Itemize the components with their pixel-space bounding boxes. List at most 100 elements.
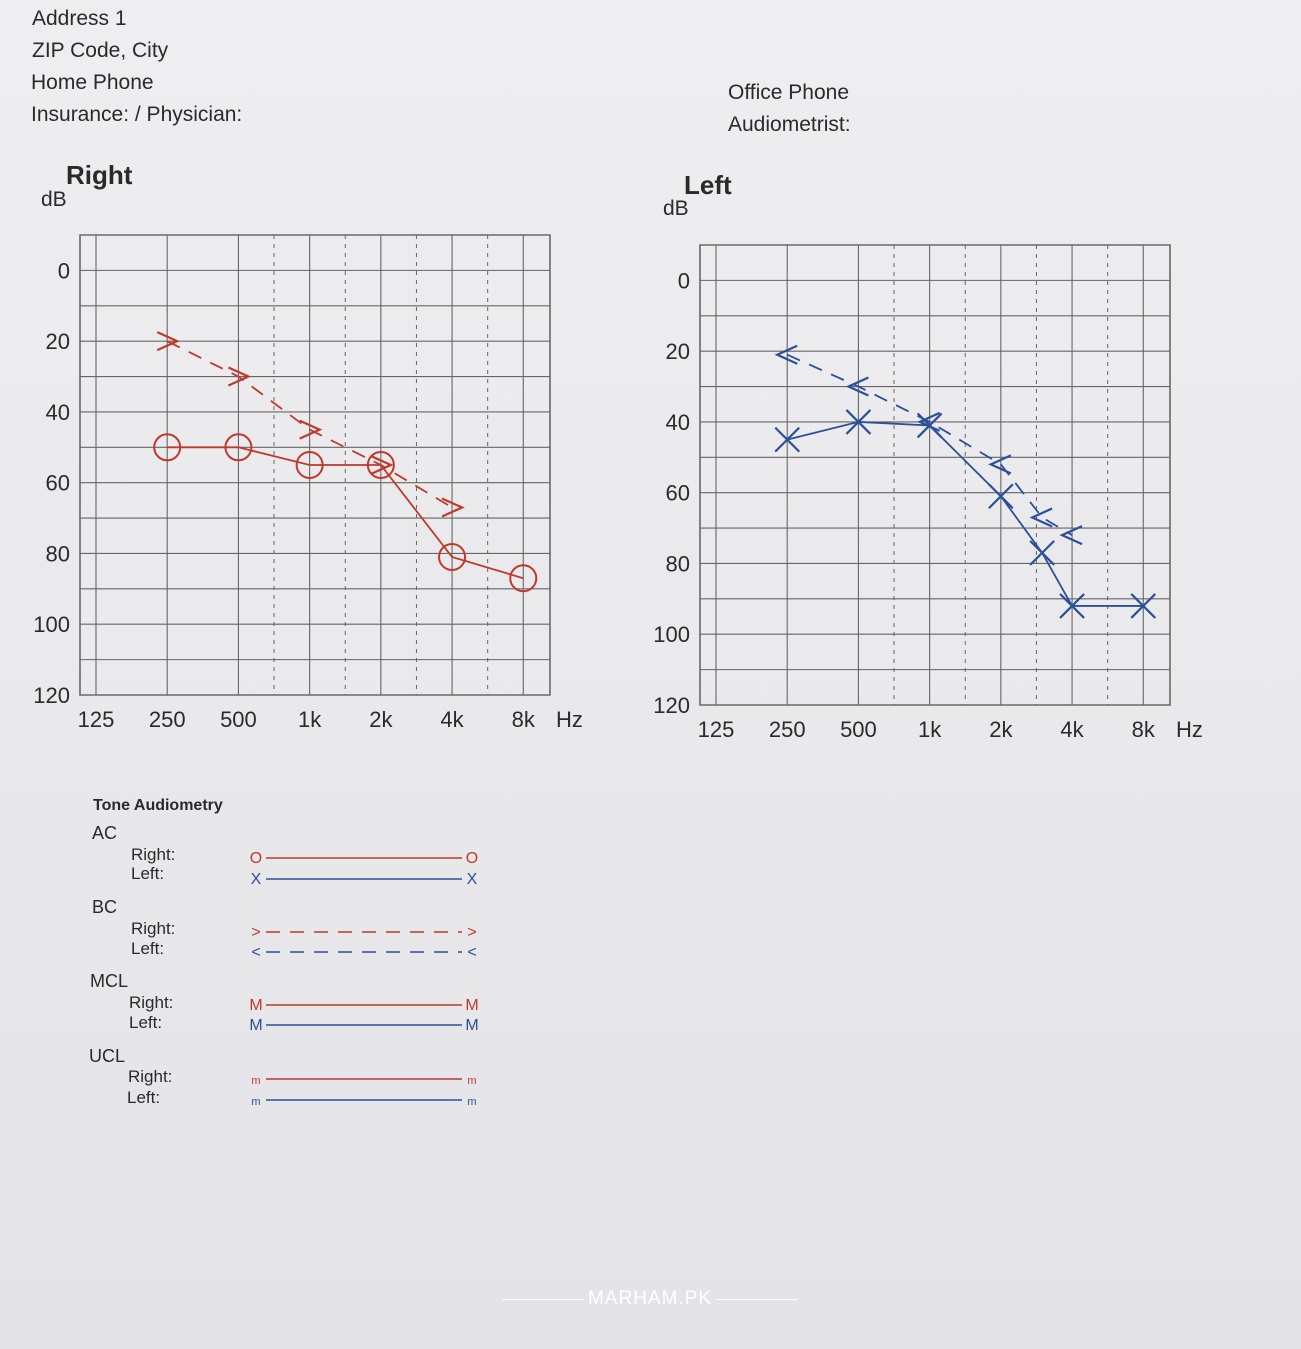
left-bone-conduction-point-3k [1029,507,1053,528]
right-ytick-label: 60 [46,471,70,496]
legend-ucl-left-end-symbol: m [467,1096,476,1108]
left-series-bone-conduction-line [786,353,1073,536]
watermark-rule-left [502,1298,584,1300]
right-bone-conduction-point-500 [227,366,252,387]
audiometrist-label: Audiometrist: [728,113,851,136]
right-xtick-label: 500 [220,707,257,732]
left-ytick-label: 40 [666,410,690,435]
right-bone-conduction-point-4k [441,497,465,518]
left-bone-conduction-point-4k [1059,525,1083,546]
watermark: MARHAM.PK [502,1287,799,1311]
legend-ucl-left-label: Left: [127,1088,161,1107]
right-bone-conduction-point-1k [299,419,323,440]
left-ytick-label: 80 [666,551,690,576]
left-xtick-label: 250 [769,717,806,742]
legend-ac-left-end-symbol: X [467,871,478,888]
legend-ucl-right-end-symbol: m [467,1075,476,1087]
legend-mcl-label: MCL [90,971,129,991]
legend-ac-right-start-symbol: O [250,850,262,867]
left-ytick-label: 20 [666,339,690,364]
right-ytick-label: 120 [33,683,70,708]
left-air-conduction-point-4k [1059,593,1085,619]
legend-ucl-right-label: Right: [128,1067,173,1086]
left-ytick-label: 120 [653,693,690,718]
legend-ac-right-label: Right: [131,845,176,864]
left-xtick-label: 4k [1060,717,1084,742]
left-xtick-label: 8k [1132,717,1156,742]
legend-ac-label: AC [92,823,118,843]
right-ytick-label: 80 [46,541,70,566]
legend-mcl-right-label: Right: [129,993,174,1012]
watermark-rule-right [716,1298,799,1300]
right-chart-title: Right [66,160,133,190]
left-bone-conduction-point-250 [774,344,798,365]
left-air-conduction-point-250 [774,426,800,453]
left-xtick-label: 125 [698,717,735,742]
left-ear-audiogram: 0 20 40 60 80 100 120 125 250 500 1k 2k 4k 8k Hz [653,244,1203,742]
legend-mcl-right-end-symbol: M [465,997,478,1014]
right-xtick-label: 8k [512,707,536,732]
right-ytick-label: 40 [46,400,70,425]
right-ear-audiogram: 0 20 40 60 80 100 120 125 250 500 1k 2k 4k 8k Hz [33,234,583,732]
left-air-conduction-point-3k [1029,540,1055,566]
legend-ac-left-start-symbol: X [251,871,262,888]
right-ytick-label: 100 [33,612,70,637]
right-xtick-label: 250 [149,707,186,732]
legend-ac-right-end-symbol: O [466,850,478,867]
right-air-conduction-point-2k [366,451,395,479]
right-air-conduction-point-1k [295,451,324,479]
left-xtick-label: 1k [918,717,942,742]
left-ytick-label: 100 [653,622,690,647]
left-ytick-label: 0 [678,268,690,293]
right-xlabel: Hz [556,707,583,732]
legend-bc-right-label: Right: [131,919,176,938]
right-ytick-label: 0 [58,258,70,283]
insurance-physician-label: Insurance: / Physician: [31,103,243,126]
left-air-conduction-point-2k [988,483,1014,510]
left-ytick-label: 60 [666,481,690,506]
legend-ac-left-label: Left: [131,864,165,883]
left-xtick-label: 500 [840,717,877,742]
legend-bc-right-start-symbol: > [251,924,260,941]
right-air-conduction-point-500 [224,433,253,462]
legend-bc-left-start-symbol: < [251,944,260,961]
left-air-conduction-point-8k [1130,593,1157,619]
legend-bc-left-label: Left: [131,939,165,958]
right-air-conduction-point-4k [438,543,467,571]
legend-bc-right-end-symbol: > [467,924,476,941]
left-xtick-label: 2k [989,717,1013,742]
right-air-conduction-point-8k [509,564,538,593]
left-bone-conduction-point-500 [845,376,869,397]
left-chart-title: Left [684,170,732,200]
left-bone-conduction-point-2k [988,454,1012,475]
address-label: Address 1 [32,7,127,30]
right-series-bone-conduction-line [166,340,453,509]
watermark-text: MARHAM.PK [587,1288,713,1309]
zip-city-label: ZIP Code, City [32,39,169,62]
legend-mcl-left-end-symbol: M [465,1017,478,1034]
legend-title: Tone Audiometry [93,797,223,814]
right-ytick-label: 20 [46,329,70,354]
legend-mcl-left-label: Left: [129,1013,163,1032]
office-phone-label: Office Phone [728,81,850,104]
legend-ucl-label: UCL [89,1046,126,1066]
right-xtick-label: 4k [440,707,464,732]
legend-bc-label: BC [92,897,118,917]
right-chart-ylabel: dB [41,188,67,211]
legend-bc-left-end-symbol: < [467,944,476,961]
legend-ucl-left-start-symbol: m [251,1096,260,1108]
left-xlabel: Hz [1176,717,1203,742]
right-xtick-label: 2k [369,707,393,732]
right-xtick-label: 125 [78,707,115,732]
left-air-conduction-point-500 [845,409,872,435]
legend-mcl-left-start-symbol: M [249,1017,262,1034]
legend-ucl-right-start-symbol: m [251,1075,260,1087]
right-bone-conduction-point-2k [370,454,394,476]
legend-mcl-right-start-symbol: M [249,997,262,1014]
left-chart-ylabel: dB [663,197,689,220]
left-bone-conduction-point-1k [916,411,941,432]
right-xtick-label: 1k [298,707,322,732]
